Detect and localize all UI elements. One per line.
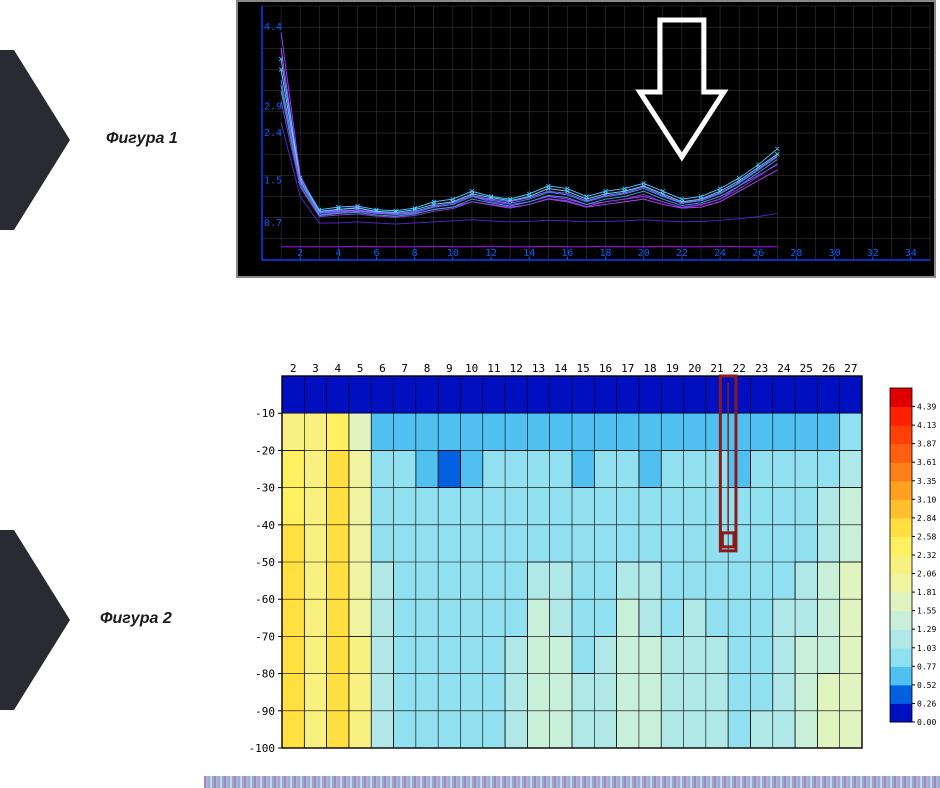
svg-text:4.39: 4.39 bbox=[917, 403, 936, 412]
svg-text:10: 10 bbox=[465, 362, 478, 375]
svg-text:-100: -100 bbox=[249, 742, 276, 755]
svg-text:9: 9 bbox=[446, 362, 453, 375]
figure2-label: Фигура 2 bbox=[100, 610, 172, 628]
svg-text:20: 20 bbox=[688, 362, 701, 375]
svg-text:8: 8 bbox=[424, 362, 431, 375]
svg-text:2.32: 2.32 bbox=[917, 551, 936, 560]
svg-text:3: 3 bbox=[312, 362, 319, 375]
svg-text:5: 5 bbox=[357, 362, 364, 375]
svg-text:2.4: 2.4 bbox=[264, 128, 282, 139]
svg-text:0.7: 0.7 bbox=[264, 218, 282, 229]
svg-text:1.03: 1.03 bbox=[917, 644, 936, 653]
svg-text:25: 25 bbox=[800, 362, 813, 375]
svg-text:3.87: 3.87 bbox=[917, 440, 936, 449]
svg-text:21: 21 bbox=[710, 362, 723, 375]
svg-text:19: 19 bbox=[666, 362, 679, 375]
svg-text:4: 4 bbox=[334, 362, 341, 375]
svg-text:0.52: 0.52 bbox=[917, 681, 936, 690]
svg-text:-50: -50 bbox=[255, 556, 275, 569]
svg-text:6: 6 bbox=[379, 362, 386, 375]
svg-text:2: 2 bbox=[290, 362, 297, 375]
svg-text:3.35: 3.35 bbox=[917, 477, 936, 486]
svg-text:14: 14 bbox=[554, 362, 568, 375]
svg-text:3.10: 3.10 bbox=[917, 495, 936, 504]
svg-text:27: 27 bbox=[844, 362, 857, 375]
figure1-label: Фигура 1 bbox=[106, 130, 178, 148]
chevron-top bbox=[0, 50, 70, 230]
svg-text:4.13: 4.13 bbox=[917, 421, 936, 430]
svg-text:1.5: 1.5 bbox=[264, 176, 282, 187]
svg-text:12: 12 bbox=[510, 362, 523, 375]
svg-text:1.81: 1.81 bbox=[917, 588, 936, 597]
svg-text:2.58: 2.58 bbox=[917, 532, 936, 541]
svg-text:0.26: 0.26 bbox=[917, 699, 936, 708]
svg-text:16: 16 bbox=[599, 362, 612, 375]
chart1-line-plot: 2468101214161820222426283032340.71.52.42… bbox=[238, 2, 938, 280]
svg-text:7: 7 bbox=[401, 362, 408, 375]
svg-text:17: 17 bbox=[621, 362, 634, 375]
svg-text:-10: -10 bbox=[255, 407, 275, 420]
svg-text:-30: -30 bbox=[255, 482, 275, 495]
noise-strip bbox=[204, 776, 940, 788]
svg-text:-20: -20 bbox=[255, 444, 275, 457]
svg-text:2.84: 2.84 bbox=[917, 514, 936, 523]
svg-text:4.4: 4.4 bbox=[264, 22, 282, 33]
chart2-contour-plot: 2345678910111213141516171819202122232425… bbox=[236, 358, 936, 762]
svg-text:18: 18 bbox=[643, 362, 656, 375]
svg-text:-70: -70 bbox=[255, 630, 275, 643]
svg-text:0.77: 0.77 bbox=[917, 662, 936, 671]
svg-text:23: 23 bbox=[755, 362, 768, 375]
svg-text:22: 22 bbox=[733, 362, 746, 375]
svg-text:2.9: 2.9 bbox=[264, 102, 282, 113]
svg-text:0.00: 0.00 bbox=[917, 718, 936, 727]
svg-text:-60: -60 bbox=[255, 593, 275, 606]
svg-text:11: 11 bbox=[487, 362, 500, 375]
chart1-panel: 2468101214161820222426283032340.71.52.42… bbox=[236, 0, 936, 278]
svg-text:2.06: 2.06 bbox=[917, 570, 936, 579]
svg-text:1.29: 1.29 bbox=[917, 625, 936, 634]
svg-text:1.55: 1.55 bbox=[917, 607, 936, 616]
svg-text:24: 24 bbox=[777, 362, 791, 375]
svg-text:15: 15 bbox=[577, 362, 590, 375]
svg-text:13: 13 bbox=[532, 362, 545, 375]
chart2-panel: 2345678910111213141516171819202122232425… bbox=[236, 358, 936, 762]
svg-text:-80: -80 bbox=[255, 668, 275, 681]
chevron-bottom bbox=[0, 530, 70, 710]
svg-text:-40: -40 bbox=[255, 519, 275, 532]
svg-text:-90: -90 bbox=[255, 705, 275, 718]
svg-text:3.61: 3.61 bbox=[917, 458, 936, 467]
svg-text:26: 26 bbox=[822, 362, 835, 375]
